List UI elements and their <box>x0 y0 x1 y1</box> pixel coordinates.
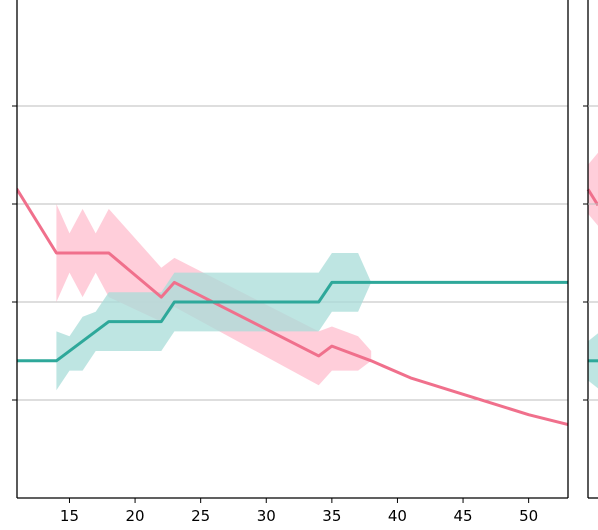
main-plot-area: 15 20 25 30 35 40 45 50 <box>12 0 569 525</box>
x-tick-label: 30 <box>257 507 276 525</box>
series-1-line <box>17 187 568 426</box>
series-2-line <box>17 280 568 363</box>
x-axis-ticks: 15 20 25 30 35 40 45 50 <box>60 498 538 525</box>
x-tick-label: 35 <box>322 507 341 525</box>
x-tick-label: 50 <box>519 507 538 525</box>
x-tick-label: 20 <box>126 507 145 525</box>
right-panel-series-1-band <box>588 152 598 226</box>
right-panel-series-1-line <box>586 188 598 207</box>
x-tick-label: 45 <box>454 507 473 525</box>
x-tick-label: 40 <box>388 507 407 525</box>
axes <box>12 0 569 499</box>
series-lines <box>17 187 568 426</box>
confidence-bands <box>56 204 372 391</box>
x-tick-label: 25 <box>191 507 210 525</box>
right-panel-partial <box>583 0 598 499</box>
x-tick-label: 15 <box>60 507 79 525</box>
series-2-band <box>56 253 372 391</box>
